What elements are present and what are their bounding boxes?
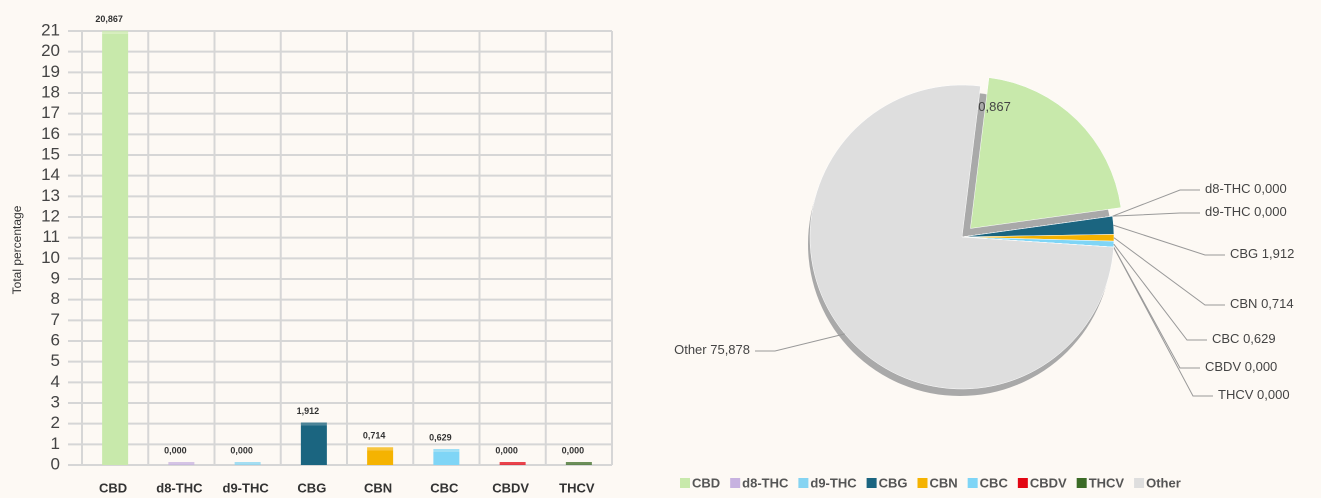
y-axis-label: Total percentage: [10, 205, 24, 294]
pie-label-value: 1,912: [1262, 246, 1295, 261]
value-label: 0,000: [164, 445, 187, 455]
value-label: 0,000: [562, 445, 585, 455]
y-tick-label: 14: [41, 165, 60, 184]
y-tick-label: 10: [41, 248, 60, 267]
legend-marker: [680, 478, 690, 488]
value-label: 1,912: [297, 406, 320, 416]
y-tick-label: 18: [41, 82, 60, 101]
y-tick-label: 8: [51, 289, 60, 308]
pie-label-name: CBG: [1230, 246, 1258, 261]
bar-cap: [235, 462, 261, 465]
y-tick-label: 7: [51, 310, 60, 329]
x-tick-label: d9-THC: [223, 480, 270, 495]
pie-label: CBN 0,714: [1230, 296, 1294, 311]
pie-label-name: THCV: [1218, 387, 1254, 402]
x-tick-label: CBD: [99, 480, 127, 495]
y-tick-label: 11: [42, 227, 60, 246]
y-tick-label: 3: [51, 392, 60, 411]
bar: [301, 425, 327, 465]
legend-marker: [918, 478, 928, 488]
pie-label-name: Other: [674, 342, 707, 357]
y-tick-label: 0: [51, 454, 60, 473]
legend-label: Other: [1146, 475, 1181, 490]
legend-label: THCV: [1089, 475, 1125, 490]
legend-label: d9-THC: [810, 475, 857, 490]
pie-label-value: 75,878: [710, 342, 750, 357]
bar-cap: [500, 462, 526, 465]
pie-label: d9-THC 0,000: [1205, 204, 1287, 219]
pie-label-name: CBN: [1230, 296, 1257, 311]
bar-cap: [367, 447, 393, 450]
y-tick-label: 21: [41, 20, 60, 39]
x-tick-label: CBN: [364, 480, 392, 495]
pie-label-value: 0,629: [1243, 331, 1276, 346]
y-tick-label: 20: [41, 41, 60, 60]
y-tick-label: 13: [41, 186, 60, 205]
legend-marker: [1018, 478, 1028, 488]
value-label: 0,000: [495, 445, 518, 455]
bar-cap: [301, 422, 327, 425]
y-tick-label: 4: [51, 372, 60, 391]
pie-label-value: 0,000: [1257, 387, 1290, 402]
x-tick-label: CBG: [297, 480, 326, 495]
legend-label: CBG: [879, 475, 908, 490]
x-tick-label: d8-THC: [156, 480, 203, 495]
x-tick-label: CBDV: [492, 480, 529, 495]
pie-label-value: 0,000: [1245, 359, 1278, 374]
legend-marker: [1077, 478, 1087, 488]
bar: [367, 450, 393, 465]
y-tick-label: 9: [51, 268, 60, 287]
value-label: 0,000: [230, 445, 253, 455]
value-label: 0,629: [429, 432, 452, 442]
value-label: 20,867: [95, 14, 123, 24]
pie-label: CBC 0,629: [1212, 331, 1276, 346]
pie-label: CBDV 0,000: [1205, 359, 1277, 374]
legend-marker: [1134, 478, 1144, 488]
bar-cap: [566, 462, 592, 465]
bar-cap: [168, 462, 194, 465]
y-tick-label: 2: [51, 413, 60, 432]
y-tick-label: 15: [41, 144, 60, 163]
x-tick-label: THCV: [559, 480, 595, 495]
y-tick-label: 12: [41, 206, 60, 225]
pie-label-name: d9-THC: [1205, 204, 1251, 219]
pie-label-name: CBC: [1212, 331, 1239, 346]
y-tick-label: 6: [51, 330, 60, 349]
pie-label-value: 0,000: [1254, 204, 1287, 219]
bar: [433, 452, 459, 465]
legend-marker: [968, 478, 978, 488]
legend-label: CBC: [980, 475, 1009, 490]
value-label: 0,714: [363, 431, 386, 441]
pie-label: d8-THC 0,000: [1205, 181, 1287, 196]
pie-label-value: 0,714: [1261, 296, 1294, 311]
pie-label-value: 0,000: [1254, 181, 1287, 196]
legend-label: CBN: [930, 475, 958, 490]
bar-cap: [433, 449, 459, 452]
y-tick-label: 16: [41, 124, 60, 143]
pie-label: THCV 0,000: [1218, 387, 1290, 402]
pie-label-name: d8-THC: [1205, 181, 1251, 196]
bar-cap: [102, 31, 128, 34]
y-tick-label: 17: [41, 103, 60, 122]
legend-label: d8-THC: [742, 475, 789, 490]
legend-label: CBD: [692, 475, 720, 490]
y-tick-label: 19: [41, 62, 60, 81]
bar: [102, 34, 128, 465]
legend-label: CBDV: [1030, 475, 1067, 490]
y-tick-label: 5: [51, 351, 60, 370]
legend-marker: [867, 478, 877, 488]
pie-label: CBG 1,912: [1230, 246, 1294, 261]
legend-marker: [798, 478, 808, 488]
pie-label: Other 75,878: [674, 342, 750, 357]
chart: Total percentage 01234567891011121314151…: [0, 0, 1321, 498]
y-tick-label: 1: [51, 434, 60, 453]
x-tick-label: CBC: [430, 480, 459, 495]
pie-label-name: CBDV: [1205, 359, 1241, 374]
legend-marker: [730, 478, 740, 488]
